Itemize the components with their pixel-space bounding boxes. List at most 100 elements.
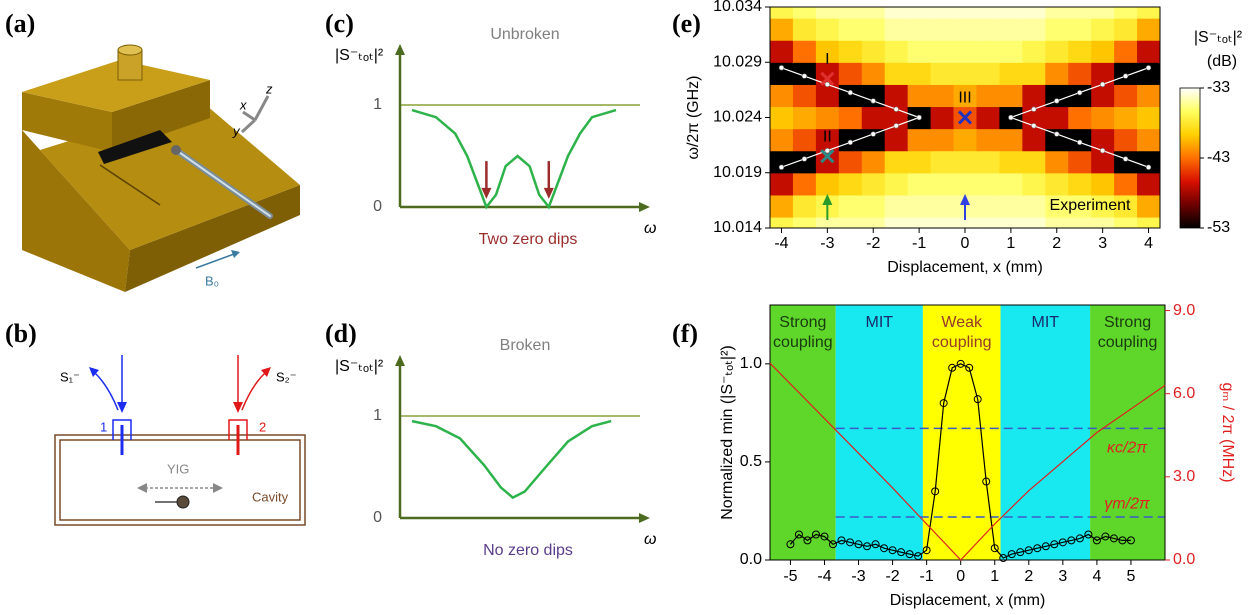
heatmap-cell [815, 106, 840, 130]
heatmap-cell [815, 216, 840, 228]
heatmap-cell [930, 62, 955, 85]
panel-label: (d) [325, 319, 357, 348]
data-point [888, 546, 897, 555]
heatmap-cell [1137, 150, 1160, 174]
region-label: coupling [1098, 334, 1158, 351]
heatmap-cell [861, 194, 886, 218]
data-point [939, 399, 948, 408]
x-tick-label: 0 [956, 568, 965, 585]
region [770, 305, 836, 560]
x-tick-label: 3 [1058, 568, 1067, 585]
heatmap-cell [1068, 194, 1092, 218]
heatmap-cell [1114, 172, 1138, 196]
arrow-head [117, 402, 127, 413]
heatmap-cell [884, 216, 909, 228]
marker-label: III [958, 90, 971, 107]
marker-cross [820, 149, 835, 164]
data-point [973, 395, 982, 404]
heatmap-cell [930, 216, 955, 228]
heatmap [770, 7, 1160, 228]
x-tick-label: -3 [851, 568, 865, 585]
heatmap-cell [1045, 150, 1069, 174]
heatmap-cell [1045, 194, 1069, 218]
x-tick-label: -5 [783, 568, 797, 585]
heatmap-cell [953, 216, 978, 228]
block-top [22, 60, 210, 112]
heatmap-cell [1137, 172, 1160, 196]
heatmap-cell [1068, 172, 1092, 196]
fit-point [1031, 106, 1037, 112]
groove [99, 164, 161, 206]
heatmap-cell [930, 7, 955, 19]
fit-point [1008, 114, 1014, 121]
panel-label: (e) [672, 9, 701, 38]
data-point [990, 544, 999, 553]
data-point [1092, 536, 1101, 545]
heatmap-cell [861, 7, 886, 19]
heatmap-cell [1091, 7, 1115, 19]
fit-point [824, 148, 830, 154]
heatmap-cell [1022, 128, 1046, 152]
x-axis-label: Displacement, x (mm) [887, 259, 1043, 276]
output-arrow [241, 371, 267, 411]
data-line [411, 108, 617, 210]
heatmap-cell [1114, 7, 1138, 19]
heatmap-cell [999, 7, 1023, 19]
heatmap-cell [770, 128, 794, 152]
data-point [1033, 544, 1042, 553]
fit-point [801, 73, 808, 79]
field-arrow-head [231, 250, 240, 258]
x-tick-label: -2 [885, 568, 899, 585]
arrow-head [233, 402, 243, 413]
x-axis-label: Displacement, x (mm) [890, 592, 1046, 609]
heatmap-cell [770, 150, 794, 174]
heatmap-cell [930, 106, 955, 130]
heatmap-cell [999, 62, 1023, 85]
heatmap-cell [815, 84, 840, 108]
heatmap-cell [999, 40, 1023, 63]
data-point [811, 530, 820, 539]
region-label: coupling [773, 334, 833, 351]
y-tick-label: 10.034 [713, 0, 762, 15]
heatmap-cell [884, 172, 909, 196]
fit-point [778, 65, 785, 71]
data-point [931, 487, 940, 496]
heatmap-cell [861, 18, 886, 41]
heatmap-cell [976, 194, 1001, 218]
heatmap-cell [1045, 216, 1069, 228]
heatmap-cell [907, 62, 932, 85]
region-label: Weak [941, 314, 983, 331]
port [228, 419, 248, 440]
heatmap-cell [792, 128, 817, 152]
heatmap-cell [792, 84, 817, 108]
slot [98, 130, 172, 164]
data-point [1101, 532, 1110, 541]
heatmap-cell [815, 128, 840, 152]
heatmap-cell [1137, 216, 1160, 228]
x-tick-label: 0 [961, 235, 970, 252]
heatmap-cell [1137, 62, 1160, 85]
x-tick-label: -2 [866, 235, 880, 252]
region [835, 305, 923, 560]
heatmap-cell [930, 150, 955, 174]
marker-cross [820, 71, 835, 86]
heatmap-cell [1091, 106, 1115, 130]
heatmap-cell [861, 40, 886, 63]
y-axis-label: ω/2π (GHz) [685, 76, 702, 160]
heatmap-cell [792, 106, 817, 130]
position-arrow-head [822, 194, 833, 205]
heatmap-cell [815, 18, 840, 41]
fit-point [847, 139, 853, 145]
x-axis-arrow [639, 513, 650, 523]
fit-point [1077, 139, 1083, 145]
heatmap-cell [976, 84, 1001, 108]
heatmap-cell [838, 7, 863, 19]
heatmap-cell [861, 216, 886, 228]
marker-cross [957, 110, 973, 125]
heatmap-cell [976, 150, 1001, 174]
heatmap-cell [1137, 40, 1160, 63]
y-axis-arrow [395, 355, 405, 366]
block-face [125, 185, 300, 292]
data-point [803, 536, 812, 545]
heatmap-cell [1091, 128, 1115, 152]
